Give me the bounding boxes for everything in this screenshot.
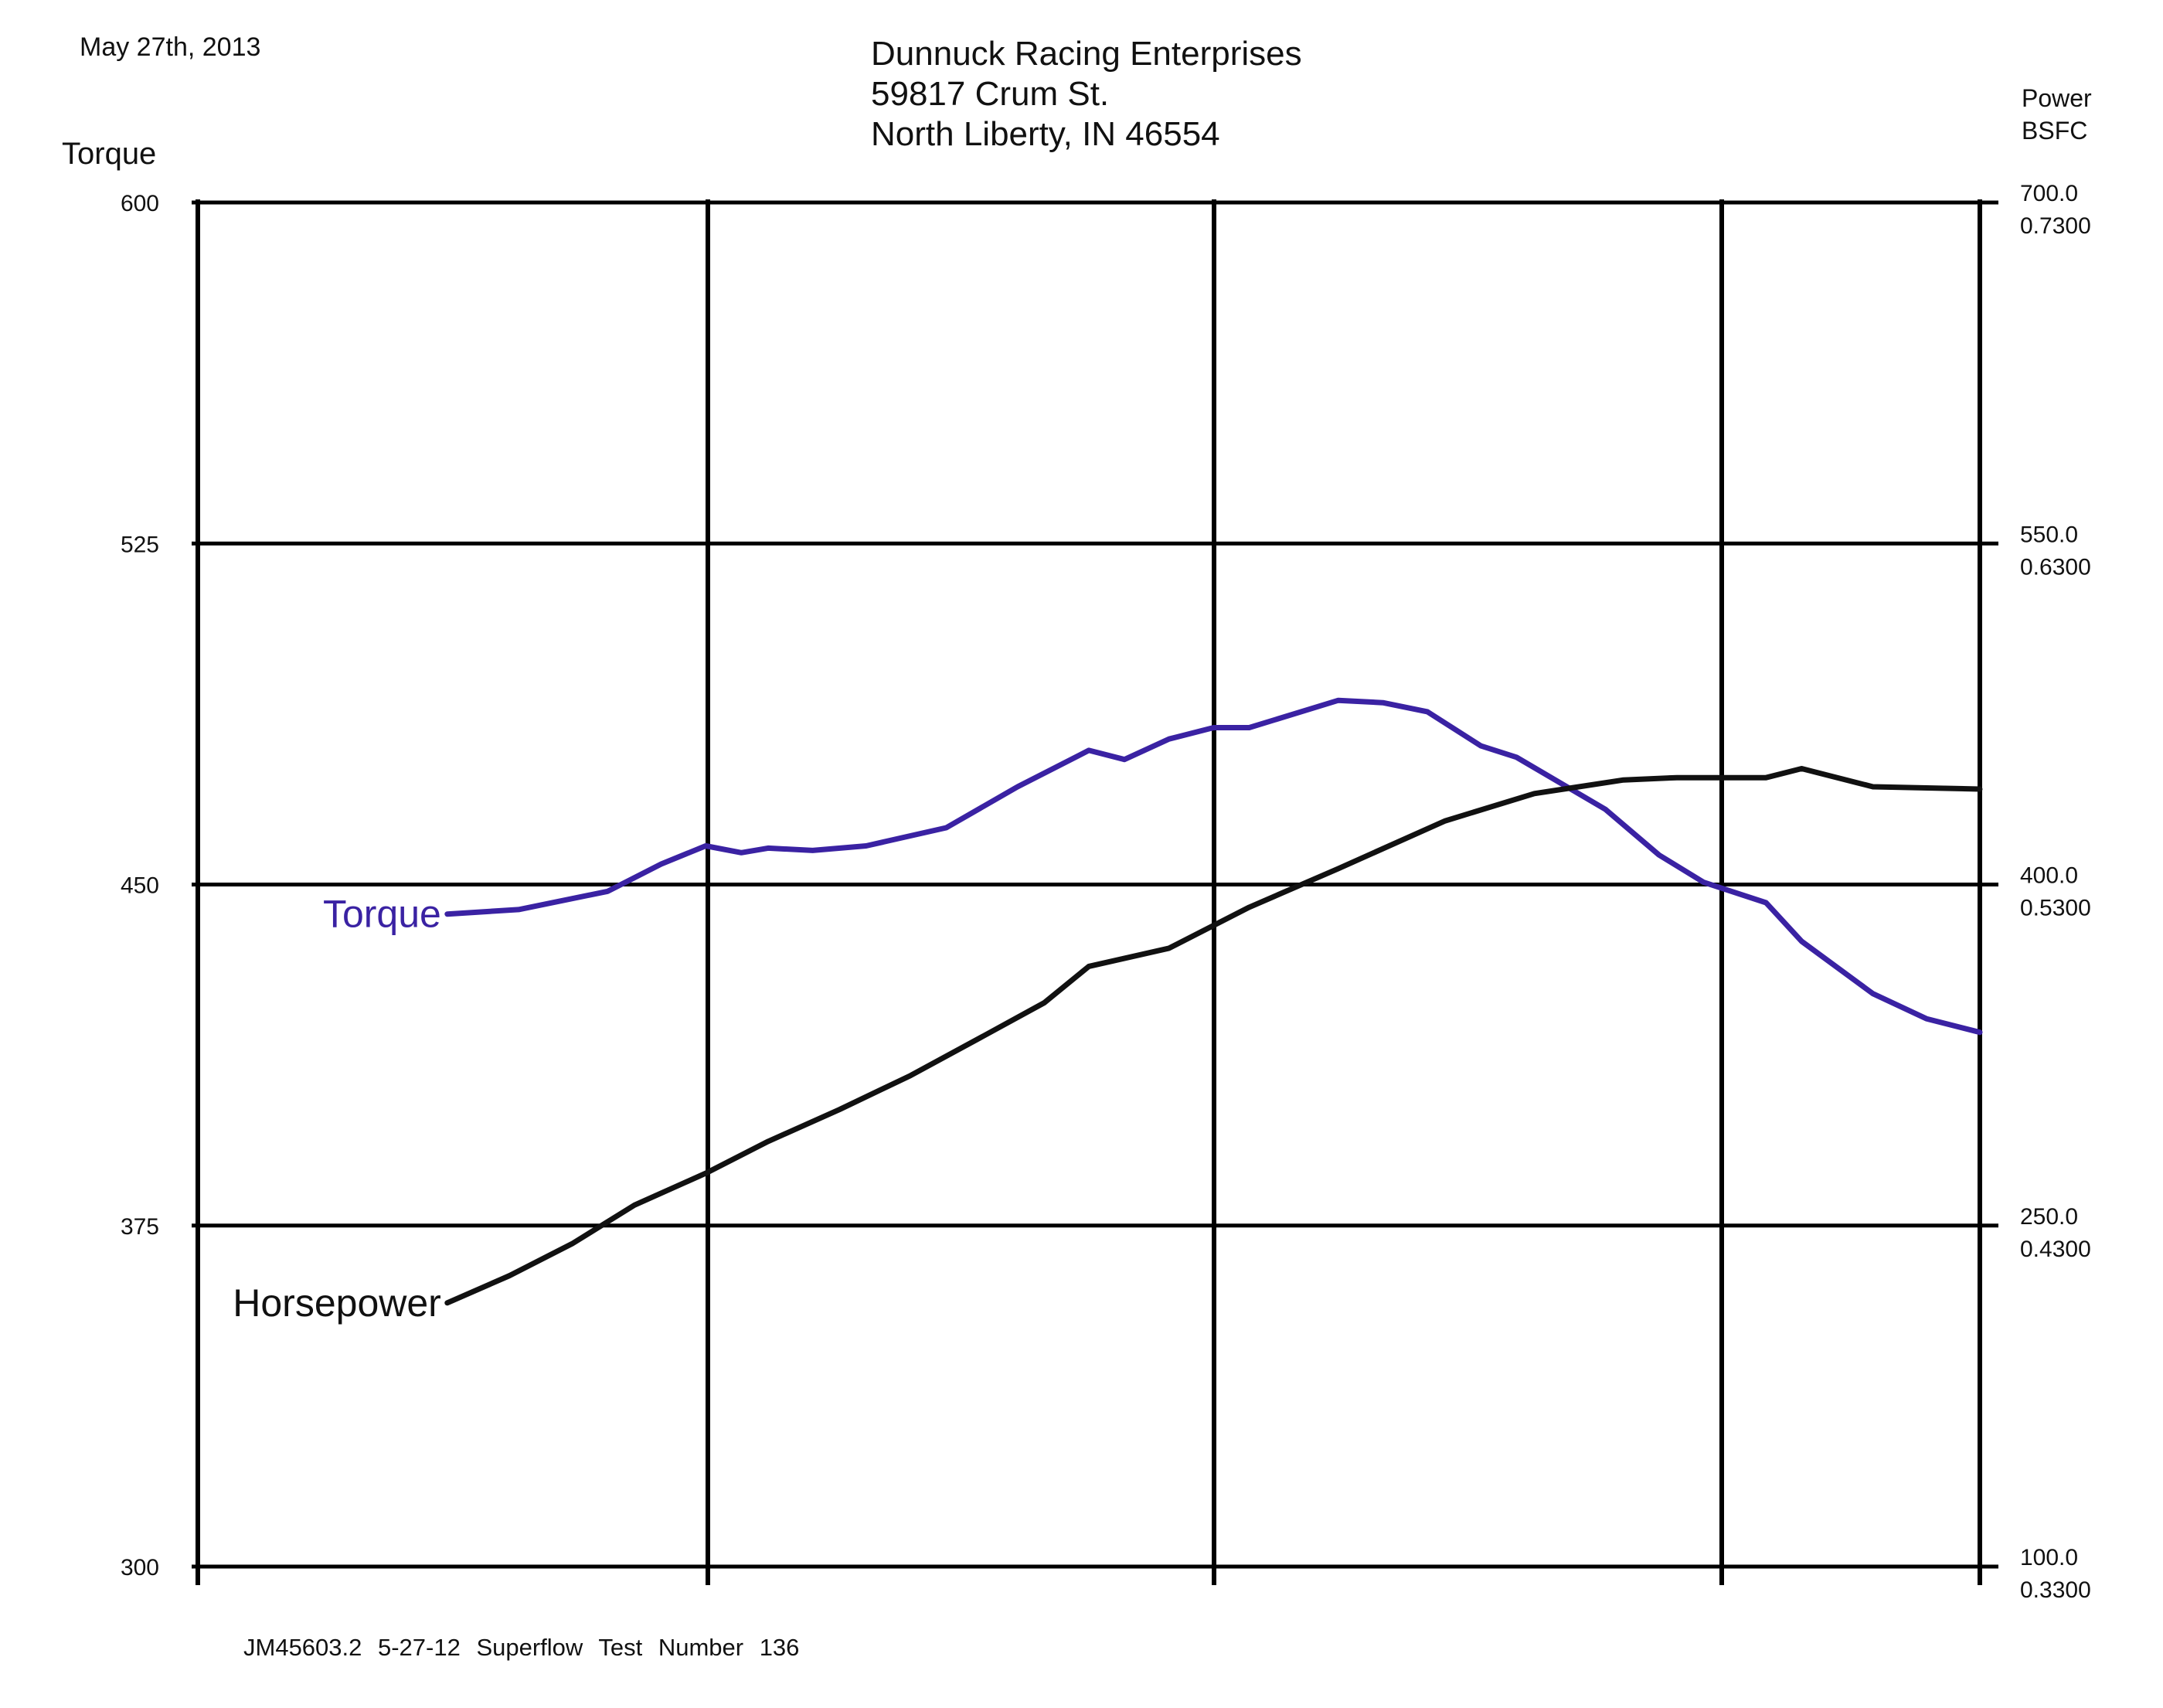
horsepower-series-label: Horsepower <box>233 1281 441 1325</box>
bsfc-tick-label: 0.4300 <box>2020 1237 2091 1262</box>
power-tick-label: 100.0 <box>2020 1545 2078 1570</box>
bsfc-axis-title: BSFC <box>2022 117 2088 145</box>
company-street: 59817 Crum St. <box>871 75 1110 113</box>
left-tick-label: 375 <box>121 1214 159 1240</box>
power-tick-label: 250.0 <box>2020 1204 2078 1230</box>
power-tick-label: 400.0 <box>2020 863 2078 889</box>
power-axis-title: Power <box>2022 84 2092 112</box>
grid-layer <box>192 199 1998 1585</box>
company-block: Dunnuck Racing Enterprises 59817 Crum St… <box>871 34 1302 155</box>
series-layer <box>444 697 1983 1306</box>
power-tick-label: 700.0 <box>2020 181 2078 206</box>
bsfc-tick-label: 0.7300 <box>2020 213 2091 239</box>
left-tick-label: 450 <box>121 873 159 899</box>
company-city: North Liberty, IN 46554 <box>871 115 1220 153</box>
footer-test-info: JM45603.2 5-27-12 Superflow Test Number … <box>243 1634 800 1661</box>
torque-series-line <box>444 697 1983 1036</box>
horsepower-series-line <box>444 766 1983 1306</box>
bsfc-tick-label: 0.3300 <box>2020 1577 2091 1603</box>
right-axis-title: Power BSFC <box>2022 82 2092 147</box>
torque-series-label: Torque <box>323 893 441 936</box>
left-tick-label: 525 <box>121 532 159 557</box>
bsfc-tick-label: 0.5300 <box>2020 896 2091 921</box>
sheet-date: May 27th, 2013 <box>80 32 261 62</box>
tick-label-layer: 600 525 450 375 300 700.0 0.7300 550.0 0.6300 400… <box>121 181 2091 1603</box>
left-tick-label: 300 <box>121 1555 159 1580</box>
left-tick-label: 600 <box>121 191 159 216</box>
torque-axis-title: Torque <box>62 137 157 171</box>
series-label-layer: Torque Horsepower <box>233 893 441 1325</box>
company-name: Dunnuck Racing Enterprises <box>871 35 1302 73</box>
bsfc-tick-label: 0.6300 <box>2020 554 2091 580</box>
power-tick-label: 550.0 <box>2020 522 2078 547</box>
